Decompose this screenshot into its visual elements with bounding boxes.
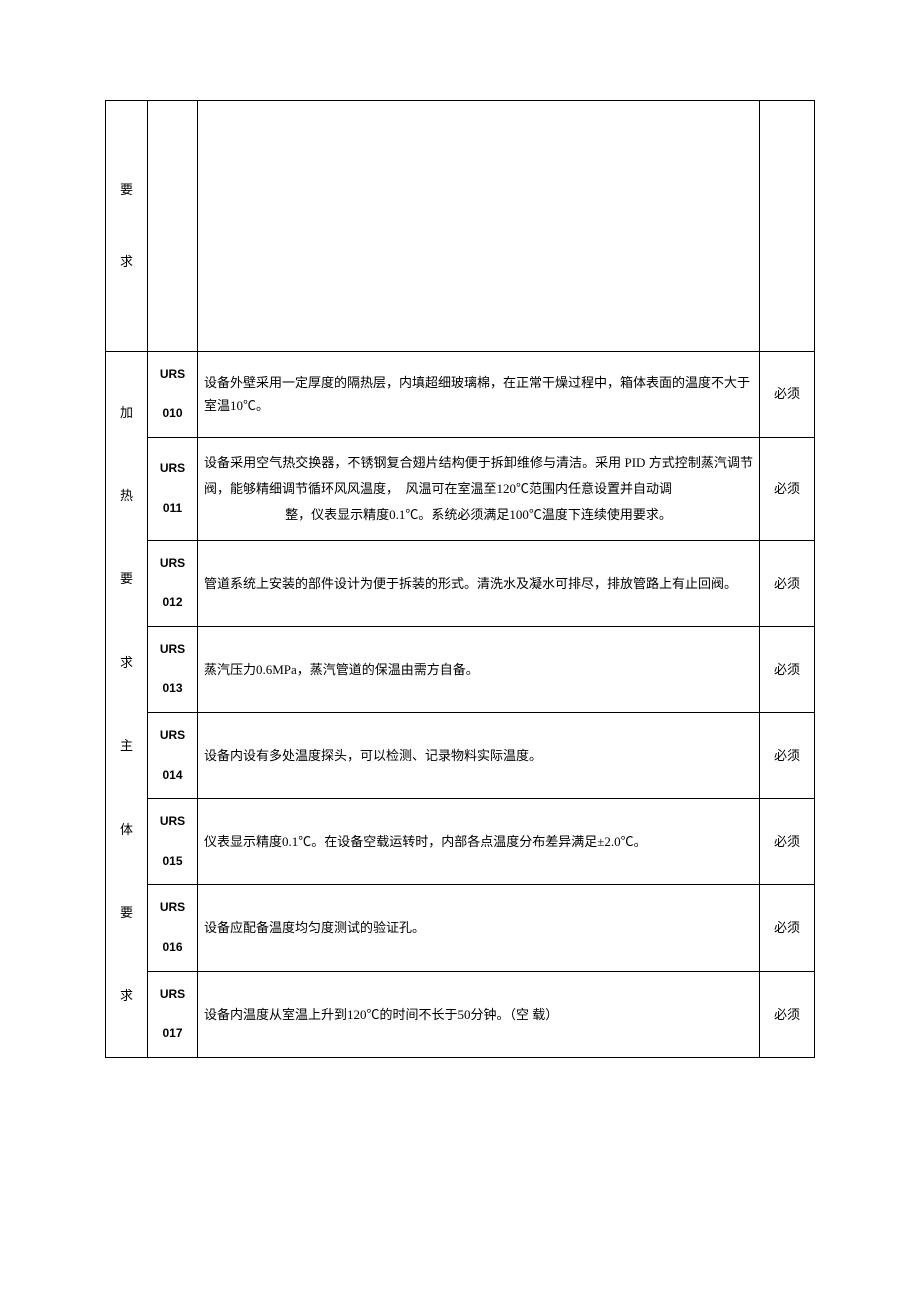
urs-req-cell: 必须 [760,885,815,971]
urs-desc-cell: 设备采用空气热交换器，不锈钢复合翅片结构便于拆卸维修与清洁。采用 PID 方式控… [198,437,760,540]
category-cell-main: 加 热 要 求 主 体 要 求 [106,351,148,1057]
urs-label: URS [160,897,185,919]
urs-number: 015 [162,851,182,873]
table-row-empty: 要 求 [106,101,815,351]
urs-desc-cell: 仪表显示精度0.1℃。在设备空载运转时，内部各点温度分布差异满足±2.0℃。 [198,799,760,885]
urs-req-cell: 必须 [760,626,815,712]
urs-req-cell: 必须 [760,351,815,437]
table-row: URS 015 仪表显示精度0.1℃。在设备空载运转时，内部各点温度分布差异满足… [106,799,815,885]
empty-id-cell [148,101,198,351]
urs-id-cell: URS 016 [148,885,198,971]
urs-id-cell: URS 017 [148,971,198,1057]
urs-label: URS [160,639,185,661]
urs-number: 014 [162,765,182,787]
table-row: URS 011 设备采用空气热交换器，不锈钢复合翅片结构便于拆卸维修与清洁。采用… [106,437,815,540]
urs-number: 016 [162,937,182,959]
table-row: 加 热 要 求 主 体 要 求 URS 010 设备外壁采用一定厚度的隔热层，内… [106,351,815,437]
char: 加 [120,401,133,424]
urs-label: URS [160,553,185,575]
urs-label: URS [160,984,185,1006]
urs-id-cell: URS 012 [148,540,198,626]
urs-label: URS [160,364,185,386]
requirements-table: 要 求 加 热 要 求 主 体 要 [105,100,815,1058]
urs-desc-cell: 设备内设有多处温度探头，可以检测、记录物料实际温度。 [198,713,760,799]
category-cell-top: 要 求 [106,101,148,352]
urs-req-cell: 必须 [760,799,815,885]
table-row: URS 014 设备内设有多处温度探头，可以检测、记录物料实际温度。 必须 [106,713,815,799]
urs-id-cell: URS 011 [148,437,198,540]
table-row: URS 017 设备内温度从室温上升到120℃的时间不长于50分钟。（空 载） … [106,971,815,1057]
urs-req-cell: 必须 [760,540,815,626]
urs-number: 013 [162,678,182,700]
char: 求 [120,651,133,674]
vertical-label-2: 加 热 要 求 主 体 要 求 [108,401,145,1008]
urs-number: 010 [162,403,182,425]
char: 热 [120,484,133,507]
urs-number: 011 [163,498,182,520]
urs-desc-cell: 设备内温度从室温上升到120℃的时间不长于50分钟。（空 载） [198,971,760,1057]
urs-id-cell: URS 014 [148,713,198,799]
urs-id-cell: URS 013 [148,626,198,712]
urs-label: URS [160,811,185,833]
urs-req-cell: 必须 [760,971,815,1057]
empty-desc-cell [198,101,760,351]
char: 求 [120,984,133,1007]
urs-id-cell: URS 010 [148,351,198,437]
vertical-label-1: 要 求 [108,178,145,273]
urs-label: URS [160,725,185,747]
urs-req-cell: 必须 [760,713,815,799]
urs-number: 017 [162,1023,182,1045]
char: 要 [120,178,133,201]
char: 要 [120,567,133,590]
urs-req-cell: 必须 [760,437,815,540]
table-row: URS 016 设备应配备温度均匀度测试的验证孔。 必须 [106,885,815,971]
char: 体 [120,818,133,841]
char: 要 [120,901,133,924]
urs-desc-cell: 蒸汽压力0.6MPa，蒸汽管道的保温由需方自备。 [198,626,760,712]
table-row: URS 013 蒸汽压力0.6MPa，蒸汽管道的保温由需方自备。 必须 [106,626,815,712]
urs-id-cell: URS 015 [148,799,198,885]
urs-desc-cell: 管道系统上安装的部件设计为便于拆装的形式。清洗水及凝水可排尽，排放管路上有止回阀… [198,540,760,626]
char: 主 [120,734,133,757]
urs-label: URS [160,458,185,480]
empty-req-cell [760,101,815,351]
char: 求 [120,250,133,273]
urs-desc-cell: 设备应配备温度均匀度测试的验证孔。 [198,885,760,971]
urs-number: 012 [162,592,182,614]
table-row: URS 012 管道系统上安装的部件设计为便于拆装的形式。清洗水及凝水可排尽，排… [106,540,815,626]
urs-desc-cell: 设备外壁采用一定厚度的隔热层，内填超细玻璃棉，在正常干燥过程中，箱体表面的温度不… [198,351,760,437]
